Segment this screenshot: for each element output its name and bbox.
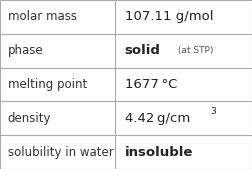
Text: melting point: melting point (8, 78, 87, 91)
Text: solubility in water: solubility in water (8, 146, 113, 159)
Text: 1677 °C: 1677 °C (125, 78, 177, 91)
Text: solid: solid (125, 44, 161, 57)
Text: phase: phase (8, 44, 43, 57)
Text: molar mass: molar mass (8, 10, 77, 23)
Text: 4.42 g/cm: 4.42 g/cm (125, 112, 190, 125)
Text: 3: 3 (210, 107, 216, 116)
Text: 107.11 g/mol: 107.11 g/mol (125, 10, 213, 23)
Text: insoluble: insoluble (125, 146, 193, 159)
Text: (at STP): (at STP) (175, 46, 213, 55)
Text: density: density (8, 112, 51, 125)
